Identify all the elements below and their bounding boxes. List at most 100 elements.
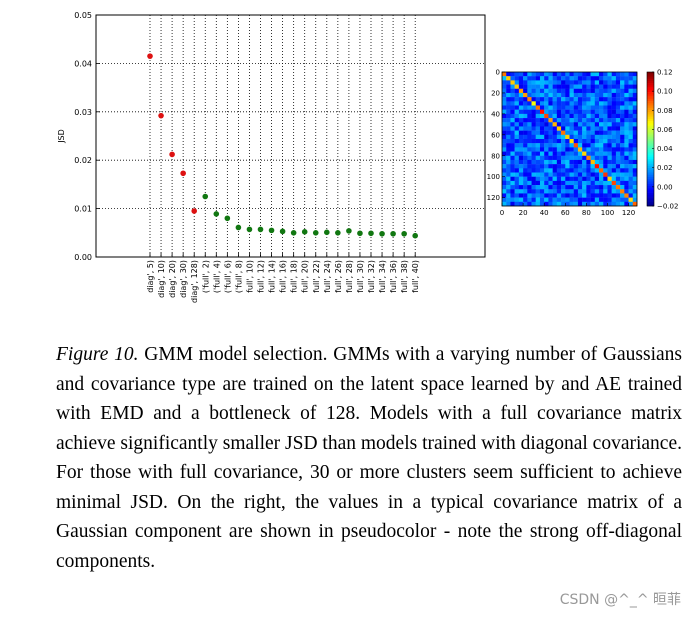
data-point	[301, 229, 308, 235]
heatmap-cell	[510, 159, 515, 165]
heatmap-cell	[582, 109, 587, 115]
heatmap-cell	[556, 122, 562, 127]
heatmap-cell	[632, 76, 638, 81]
heatmap-cell	[611, 92, 617, 98]
heatmap-cell	[502, 105, 507, 110]
heatmap-cell	[502, 80, 507, 85]
heatmap-cell	[624, 189, 629, 194]
data-point	[202, 193, 209, 200]
heatmap-cell	[548, 180, 553, 186]
heatmap-cell	[599, 197, 604, 203]
heatmap-cell	[561, 185, 566, 190]
heatmap-cell	[518, 193, 524, 198]
heatmap-cell	[527, 113, 532, 119]
heatmap-cell	[548, 155, 553, 161]
heatmap-cell	[544, 92, 549, 98]
heatmap-cell	[569, 185, 574, 190]
heatmap-cell	[518, 122, 524, 127]
colorbar-segment	[647, 94, 654, 97]
heatmap-cell	[611, 105, 617, 110]
heatmap-cell	[620, 197, 625, 203]
heatmap-cell	[582, 101, 587, 106]
heatmap-cell	[590, 122, 596, 127]
heatmap-cell	[582, 180, 587, 186]
heatmap-cell	[561, 159, 566, 165]
heatmap-cell	[607, 147, 612, 152]
x-tick-label: full', 32)	[367, 260, 376, 293]
heatmap-cell	[561, 92, 566, 98]
heatmap-cell	[632, 72, 638, 77]
heatmap-cell	[514, 130, 520, 136]
heatmap-cell	[565, 122, 570, 127]
heatmap-cell	[523, 118, 528, 123]
colorbar-segment	[647, 145, 654, 149]
heatmap-cell	[573, 101, 579, 106]
heatmap-cell	[556, 180, 562, 186]
heatmap-cell	[561, 180, 566, 186]
heatmap-cell	[506, 126, 511, 131]
heatmap-cell	[565, 92, 570, 98]
heatmap-cell	[590, 189, 596, 194]
heatmap-cell	[611, 176, 617, 182]
heatmap-cell	[510, 172, 515, 177]
heatmap-cell	[632, 193, 638, 198]
heatmap-cell	[565, 159, 570, 165]
heatmap-cell	[502, 109, 507, 115]
heatmap-cell	[611, 189, 617, 194]
data-point	[290, 230, 297, 236]
heatmap-cell	[502, 176, 507, 182]
heatmap-cell	[514, 139, 520, 144]
heatmap-cell	[624, 172, 629, 177]
heatmap-cell	[544, 88, 549, 94]
heatmap-cell	[624, 122, 629, 127]
heatmap-cell	[506, 130, 511, 136]
colorbar-segment	[647, 89, 654, 93]
heatmap-cell	[527, 92, 532, 98]
heatmap-cell	[531, 101, 536, 106]
heatmap-cell	[573, 164, 579, 169]
heatmap-cell	[506, 97, 511, 102]
heatmap-cell	[527, 134, 532, 140]
heatmap-cell	[582, 134, 587, 140]
heatmap-cell	[531, 201, 536, 207]
heatmap-cell	[632, 176, 638, 182]
heatmap-cell	[531, 84, 536, 89]
heatmap-cell	[594, 97, 600, 102]
heatmap-cell	[506, 113, 511, 119]
heatmap-cell	[544, 113, 549, 119]
heatmap-cell	[590, 143, 596, 148]
colorbar-tick-label: 0.10	[657, 88, 673, 96]
heatmap-cell	[611, 164, 617, 169]
heatmap-cell	[594, 147, 600, 152]
heatmap-cell	[527, 118, 532, 123]
heatmap-cell	[590, 88, 596, 94]
heatmap-cell	[607, 118, 612, 123]
heatmap-cell	[624, 92, 629, 98]
figure-caption: Figure 10. GMM model selection. GMMs wit…	[56, 340, 682, 576]
heatmap-cell	[565, 130, 570, 136]
heatmap-cell	[573, 197, 579, 203]
heatmap-cell	[510, 168, 515, 173]
heatmap-cell	[561, 164, 566, 169]
heatmap-cell	[552, 105, 558, 110]
heatmap-cell	[586, 97, 591, 102]
colorbar-segment	[647, 150, 654, 153]
colorbar-segment	[647, 116, 654, 120]
heatmap-cell	[590, 92, 596, 98]
heatmap-cell	[582, 80, 587, 85]
x-tick-label: full', 24)	[323, 260, 332, 293]
heatmap-cell	[590, 151, 596, 156]
heatmap-cell	[514, 92, 520, 98]
heatmap-cell	[620, 101, 625, 106]
heatmap-cell	[510, 155, 515, 161]
heatmap-cell	[548, 113, 553, 119]
heatmap-cell	[628, 189, 633, 194]
heatmap-cell	[510, 139, 515, 144]
heatmap-cell	[615, 201, 621, 207]
heatmap-cell	[586, 193, 591, 198]
heatmap-cell	[514, 172, 520, 177]
heatmap-cell	[582, 201, 587, 207]
heatmap-cell	[594, 80, 600, 85]
heatmap-cell	[590, 164, 596, 169]
heatmap-cell	[607, 113, 612, 119]
